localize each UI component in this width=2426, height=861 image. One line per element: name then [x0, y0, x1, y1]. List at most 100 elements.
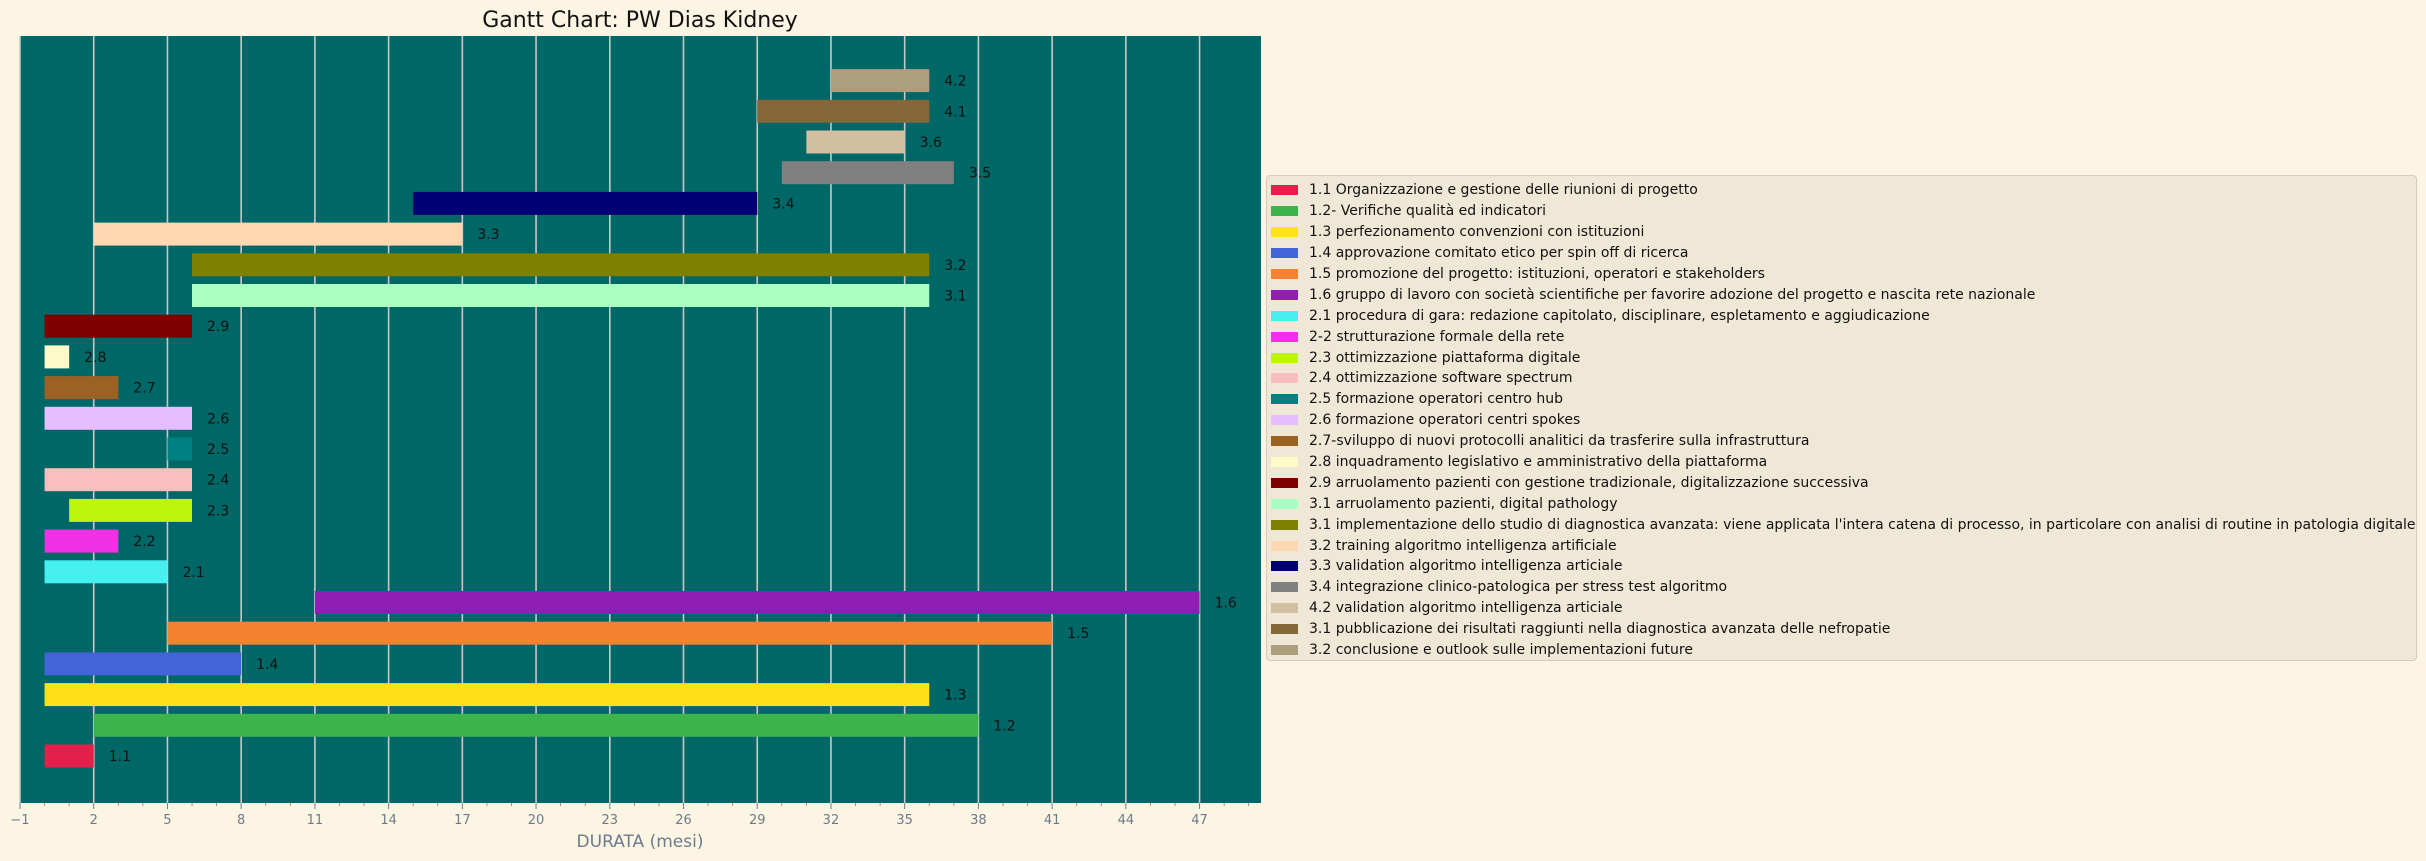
- legend-item: 3.1 arruolamento pazienti, digital patho…: [1267, 493, 2416, 514]
- legend-label: 1.3 perfezionamento convenzioni con isti…: [1309, 224, 1645, 241]
- legend-item: 1.1 Organizzazione e gestione delle riun…: [1267, 180, 2416, 201]
- legend-swatch: [1271, 269, 1298, 279]
- legend-label: 3.1 implementazione dello studio di diag…: [1309, 516, 2416, 533]
- bar-label: 3.6: [920, 135, 942, 151]
- legend-swatch: [1271, 415, 1298, 426]
- legend-item: 2.5 formazione operatori centro hub: [1267, 389, 2416, 410]
- legend-label: 2.7-sviluppo di nuovi protocolli analiti…: [1309, 433, 1810, 450]
- x-tick-label: 29: [749, 813, 766, 828]
- bar-label: 2.1: [182, 565, 204, 581]
- legend-item: 3.1 pubblicazione dei risultati raggiunt…: [1267, 619, 2416, 640]
- legend-swatch: [1271, 373, 1298, 384]
- bar-label: 1.6: [1215, 596, 1237, 612]
- bar-2-4: [44, 468, 193, 492]
- legend-label: 4.2 validation algoritmo intelligenza ar…: [1309, 600, 1623, 617]
- legend-label: 2.6 formazione operatori centri spokes: [1309, 412, 1581, 429]
- x-tick-label: 44: [1118, 813, 1135, 828]
- bar-label: 2.7: [133, 381, 155, 397]
- bar-label: 3.2: [944, 258, 966, 274]
- legend-item: 2.8 inquadramento legislativo e amminist…: [1267, 452, 2416, 473]
- legend-swatch: [1271, 352, 1298, 363]
- legend-label: 2.4 ottimizzazione software spectrum: [1309, 370, 1573, 387]
- legend-swatch: [1271, 206, 1298, 217]
- x-tick-label: 17: [454, 813, 471, 828]
- legend-swatch: [1271, 248, 1298, 259]
- bar-2-8: [44, 345, 70, 369]
- legend-label: 3.2 training algoritmo intelligenza arti…: [1309, 537, 1617, 554]
- legend-swatch: [1271, 603, 1298, 614]
- chart-title: Gantt Chart: PW Dias Kidney: [482, 8, 798, 33]
- x-tick-label: 47: [1191, 813, 1208, 828]
- bar-3-3: [93, 222, 463, 246]
- legend-item: 3.1 implementazione dello studio di diag…: [1267, 514, 2416, 535]
- bar-3-5: [781, 161, 954, 185]
- bar-3-4: [413, 191, 758, 215]
- bar-1-5: [167, 621, 1053, 645]
- grid-lines: [19, 36, 1201, 803]
- legend-item: 2.9 arruolamento pazienti con gestione t…: [1267, 472, 2416, 493]
- legend-item: 3.2 training algoritmo intelligenza arti…: [1267, 535, 2416, 556]
- legend-swatch: [1271, 331, 1298, 342]
- x-tick-label: 14: [380, 813, 397, 828]
- legend-item: 2.4 ottimizzazione software spectrum: [1267, 368, 2416, 389]
- legend: 1.1 Organizzazione e gestione delle riun…: [1266, 175, 2417, 661]
- legend-item: 2.3 ottimizzazione piattaforma digitale: [1267, 347, 2416, 368]
- legend-swatch: [1271, 540, 1298, 551]
- bar-label: 2.2: [133, 534, 155, 550]
- legend-item: 2.7-sviluppo di nuovi protocolli analiti…: [1267, 431, 2416, 452]
- bar-label: 4.2: [944, 74, 966, 90]
- legend-swatch: [1271, 477, 1298, 488]
- legend-item: 3.4 integrazione clinico-patologica per …: [1267, 577, 2416, 598]
- legend-label: 3.3 validation algoritmo intelligenza ar…: [1309, 558, 1623, 575]
- x-tick-label: 35: [896, 813, 913, 828]
- legend-item: 1.2- Verifiche qualità ed indicatori: [1267, 201, 2416, 222]
- bar-4-2: [830, 69, 930, 93]
- x-tick-label: 8: [237, 813, 245, 828]
- bar-label: 1.3: [944, 688, 966, 704]
- bar-label: 2.6: [207, 411, 229, 427]
- legend-swatch: [1271, 436, 1298, 447]
- x-tick-label: 5: [163, 813, 171, 828]
- legend-item: 4.2 validation algoritmo intelligenza ar…: [1267, 598, 2416, 619]
- legend-swatch: [1271, 289, 1298, 300]
- legend-swatch: [1271, 227, 1298, 238]
- legend-swatch: [1271, 310, 1298, 321]
- x-axis: −1 2 5 8 11 14 17 20 23 26 29 32 35 38 41 44 47: [10, 803, 1250, 828]
- x-tick-label: 20: [528, 813, 545, 828]
- x-tick-label: 2: [90, 813, 98, 828]
- legend-swatch: [1271, 457, 1298, 468]
- legend-item: 2.6 formazione operatori centri spokes: [1267, 410, 2416, 431]
- legend-swatch: [1271, 561, 1298, 572]
- x-tick-label: 23: [602, 813, 619, 828]
- legend-swatch: [1271, 624, 1298, 635]
- bar-label: 1.5: [1067, 626, 1089, 642]
- bar-2-6: [44, 406, 193, 430]
- bar-4-1: [757, 99, 930, 123]
- legend-swatch: [1271, 394, 1298, 405]
- legend-label: 1.5 promozione del progetto: istituzioni…: [1309, 266, 1765, 282]
- bar-3-6: [806, 130, 905, 154]
- bar-1-3: [44, 683, 930, 707]
- x-tick-label: 11: [307, 813, 324, 828]
- legend-swatch: [1271, 645, 1298, 656]
- legend-label: 3.2 conclusione e outlook sulle implemen…: [1309, 642, 1693, 659]
- legend-label: 2.8 inquadramento legislativo e amminist…: [1309, 454, 1768, 471]
- legend-swatch: [1271, 498, 1298, 509]
- bar-2-5: [167, 437, 193, 461]
- legend-item: 3.2 conclusione e outlook sulle implemen…: [1267, 640, 2416, 661]
- legend-label: 1.4 approvazione comitato etico per spin…: [1309, 245, 1689, 262]
- legend-label: 3.1 arruolamento pazienti, digital patho…: [1309, 495, 1618, 512]
- legend-label: 2.1 procedura di gara: redazione capitol…: [1309, 307, 1930, 324]
- bar-2-3: [69, 498, 193, 522]
- bar-label: 3.5: [969, 166, 991, 182]
- bar-2-1: [44, 560, 168, 584]
- legend-label: 1.2- Verifiche qualità ed indicatori: [1309, 203, 1547, 220]
- bar-1-6: [314, 591, 1200, 614]
- bar-label: 2.5: [207, 442, 229, 458]
- bar-label: 3.3: [477, 227, 499, 243]
- bar-label: 2.3: [207, 503, 229, 519]
- bar-2-2: [44, 529, 119, 553]
- bar-label: 3.1: [944, 289, 966, 305]
- legend-item: 2.1 procedura di gara: redazione capitol…: [1267, 305, 2416, 326]
